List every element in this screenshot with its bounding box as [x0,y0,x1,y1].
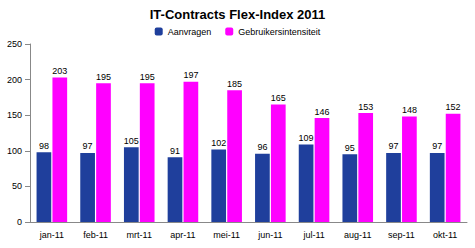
svg-text:97: 97 [83,141,93,151]
svg-text:feb-11: feb-11 [83,230,108,240]
svg-text:Gebruikersintensiteit: Gebruikersintensiteit [238,27,321,37]
svg-text:153: 153 [358,102,373,112]
svg-text:IT-Contracts Flex-Index 2011: IT-Contracts Flex-Index 2011 [150,7,326,22]
svg-text:mei-11: mei-11 [213,230,240,240]
svg-text:195: 195 [96,72,111,82]
svg-text:148: 148 [402,105,417,115]
svg-text:97: 97 [389,141,399,151]
svg-text:jan-11: jan-11 [39,230,64,240]
svg-text:100: 100 [7,146,22,156]
svg-text:185: 185 [227,79,242,89]
svg-text:0: 0 [17,217,22,227]
svg-text:102: 102 [211,138,226,148]
svg-text:50: 50 [12,181,22,191]
svg-text:165: 165 [271,93,286,103]
svg-text:91: 91 [170,146,180,156]
svg-text:203: 203 [52,66,67,76]
svg-text:mrt-11: mrt-11 [127,230,152,240]
svg-text:jul-11: jul-11 [302,230,324,240]
svg-text:109: 109 [299,133,314,143]
svg-text:250: 250 [7,39,22,49]
svg-text:okt-11: okt-11 [433,230,457,240]
svg-text:197: 197 [183,70,198,80]
svg-text:98: 98 [39,141,49,151]
svg-text:105: 105 [124,136,139,146]
svg-text:apr-11: apr-11 [170,230,195,240]
svg-text:195: 195 [140,72,155,82]
svg-text:150: 150 [7,110,22,120]
svg-text:95: 95 [345,143,355,153]
svg-text:jun-11: jun-11 [257,230,282,240]
svg-text:200: 200 [7,75,22,85]
svg-text:96: 96 [257,142,267,152]
svg-text:aug-11: aug-11 [344,230,371,240]
svg-text:152: 152 [446,102,461,112]
svg-text:sep-11: sep-11 [388,230,415,240]
svg-text:Aanvragen: Aanvragen [168,27,212,37]
svg-text:146: 146 [314,107,329,117]
svg-text:97: 97 [432,141,442,151]
